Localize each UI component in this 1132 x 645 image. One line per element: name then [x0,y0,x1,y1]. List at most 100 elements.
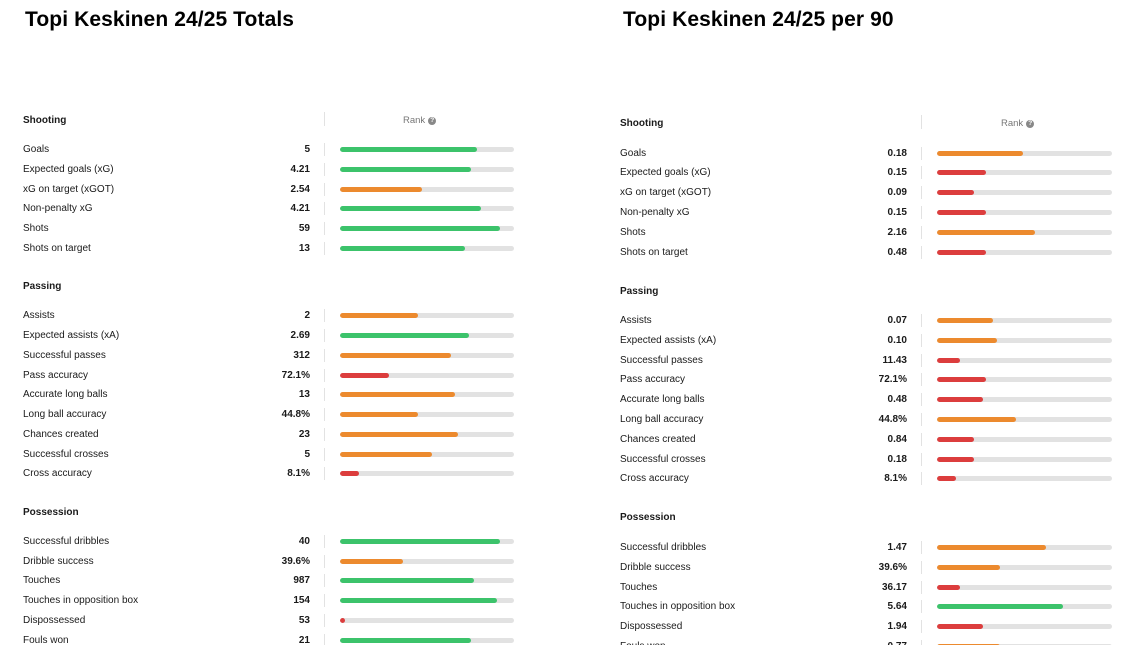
row-separator [324,368,325,382]
row-separator [921,333,922,347]
rank-bar-track-shooting-goals [937,150,1112,156]
rank-bar-passing-pass-accuracy [340,372,389,378]
rank-bar-shooting-shots-on-target [937,249,986,255]
rank-bar-passing-expected-assists-xa [340,333,469,338]
stat-label-passing-successful-passes: Successful passes [23,349,106,361]
rank-bar-passing-long-ball-accuracy [340,412,419,417]
rank-bar-passing-successful-passes [937,357,960,363]
row-separator [324,202,325,216]
rank-bar-track-possession-fouls-won [937,643,1112,645]
rank-bar-track-passing-cross-accuracy [937,476,1112,482]
stat-value-shooting-expected-goals-xg: 4.21 [290,163,310,175]
stat-value-passing-long-ball-accuracy: 44.8% [281,409,310,420]
row-separator [921,413,922,426]
rank-bar-track-shooting-non-penalty-xg [937,209,1112,215]
stat-label-passing-successful-crosses: Successful crosses [620,453,706,465]
stat-label-possession-touches: Touches [23,575,61,587]
stat-value-passing-assists: 0.07 [887,315,907,326]
stat-label-possession-dispossessed: Dispossessed [620,621,683,633]
stat-value-shooting-shots: 59 [298,223,310,234]
stat-label-shooting-goals: Goals [620,147,647,159]
stat-label-shooting-shots: Shots [620,226,646,238]
rank-bar-track-shooting-shots-on-target [937,249,1112,255]
stat-value-possession-touches-in-opposition-box: 154 [293,595,310,606]
stat-label-possession-dribble-success: Dribble success [620,561,691,573]
stat-label-possession-touches: Touches [620,581,658,593]
rank-bar-track-passing-pass-accuracy [340,372,514,378]
stat-label-passing-chances-created: Chances created [23,428,99,440]
info-icon[interactable]: ? [1026,119,1035,128]
stat-label-possession-touches-in-opposition-box: Touches in opposition box [620,601,736,613]
rank-bar-possession-fouls-won [937,643,1000,645]
rank-bar-possession-successful-dribbles [937,544,1046,550]
stat-label-shooting-shots-on-target: Shots on target [23,242,91,254]
row-separator [921,225,922,239]
stat-label-shooting-non-penalty-xg: Non-penalty xG [23,203,93,215]
row-separator [324,534,325,548]
rank-bar-passing-cross-accuracy [340,471,360,477]
info-icon[interactable]: ? [428,116,437,125]
rank-bar-track-shooting-shots [340,226,514,231]
row-separator [921,639,922,645]
stat-value-possession-fouls-won: 0.77 [888,641,907,645]
per90-title: Topi Keskinen 24/25 per 90 [623,8,894,31]
stat-label-possession-dribble-success: Dribble success [23,555,94,567]
row-separator [324,241,325,255]
rank-bar-passing-successful-crosses [937,456,974,462]
rank-bar-track-possession-successful-dribbles [937,544,1112,550]
rank-bar-track-passing-accurate-long-balls [937,397,1112,403]
stat-label-shooting-non-penalty-xg: Non-penalty xG [620,206,690,218]
rank-bar-track-passing-successful-passes [937,357,1112,363]
stat-value-passing-successful-passes: 11.43 [882,354,907,366]
stat-label-shooting-shots: Shots [23,223,49,234]
row-separator [324,554,325,568]
stat-value-passing-successful-crosses: 0.18 [887,453,907,465]
row-separator [921,393,922,407]
section-title-possession: Possession [620,512,676,524]
stat-label-passing-cross-accuracy: Cross accuracy [620,473,689,485]
rank-bar-track-passing-expected-assists-xa [937,337,1112,343]
stat-value-possession-touches-in-opposition-box: 5.64 [887,601,907,613]
row-separator [324,408,325,421]
row-separator [324,594,325,607]
rank-bar-shooting-shots [340,226,501,231]
stat-label-shooting-expected-goals-xg: Expected goals (xG) [23,163,114,175]
rank-bar-track-possession-touches [937,584,1112,590]
rank-bar-possession-successful-dribbles [340,538,501,544]
stat-value-passing-successful-crosses: 5 [304,448,310,460]
rank-bar-track-shooting-xg-on-target-xgot [937,190,1112,196]
stat-value-possession-dispossessed: 1.94 [887,621,907,633]
rank-bar-passing-successful-crosses [340,451,433,457]
row-separator [324,467,325,481]
stat-label-passing-chances-created: Chances created [620,433,696,445]
section-title-shooting: Shooting [620,118,664,129]
row-separator [921,146,922,160]
stat-value-possession-successful-dribbles: 1.47 [887,541,907,553]
stat-value-passing-long-ball-accuracy: 44.8% [878,414,907,425]
section-title-shooting: Shooting [23,115,67,126]
rank-bar-track-possession-successful-dribbles [340,538,514,544]
stat-value-passing-pass-accuracy: 72.1% [281,369,310,381]
stat-value-passing-accurate-long-balls: 0.48 [887,394,907,406]
stat-label-passing-accurate-long-balls: Accurate long balls [23,389,108,401]
stat-label-shooting-xg-on-target-xgot: xG on target (xGOT) [23,183,115,195]
row-separator [921,580,922,594]
rank-header-label: Rank [1001,118,1024,129]
stat-label-possession-successful-dribbles: Successful dribbles [620,541,707,553]
rank-bar-track-shooting-xg-on-target-xgot [340,186,514,192]
rank-bar-passing-chances-created [937,436,974,442]
row-separator [921,432,922,446]
rank-bar-shooting-goals [340,147,478,152]
stat-value-passing-chances-created: 0.84 [887,433,907,445]
section-title-possession: Possession [23,506,79,518]
rank-bar-shooting-expected-goals-xg [340,166,471,172]
row-separator [324,182,325,196]
stat-value-passing-accurate-long-balls: 13 [298,389,310,401]
row-separator [324,329,325,342]
stat-value-possession-dispossessed: 53 [298,614,310,626]
row-separator [324,574,325,588]
rank-bar-track-shooting-expected-goals-xg [340,166,514,172]
stat-value-shooting-xg-on-target-xgot: 0.09 [887,187,907,199]
stat-label-shooting-expected-goals-xg: Expected goals (xG) [620,167,711,179]
stat-label-possession-fouls-won: Fouls won [620,641,666,645]
